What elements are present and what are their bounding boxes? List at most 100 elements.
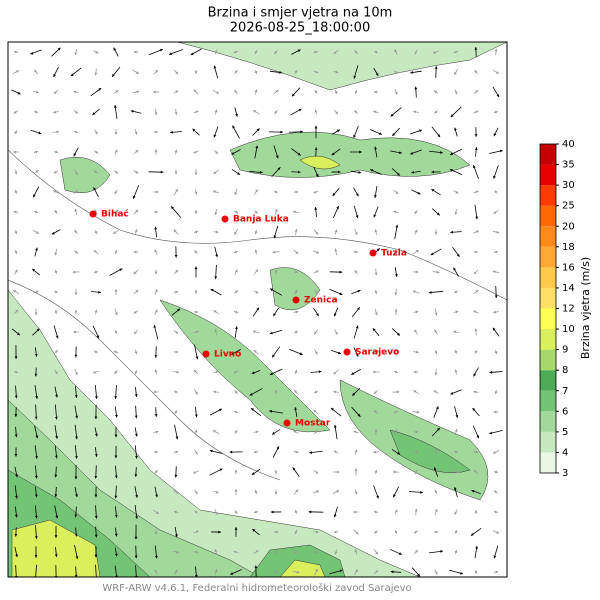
- wind-arrow-head: [433, 390, 437, 394]
- wind-arrow-head: [215, 370, 219, 374]
- wind-arrow-head: [213, 390, 216, 394]
- wind-arrow-head: [374, 272, 378, 276]
- wind-arrow-head: [14, 370, 18, 374]
- wind-arrow-head: [254, 70, 258, 74]
- wind-arrow-head: [431, 189, 435, 192]
- wind-arrow-head: [434, 329, 438, 333]
- wind-arrow-head: [337, 170, 341, 174]
- wind-arrow-head: [173, 489, 177, 493]
- wind-arrow-head: [353, 75, 357, 79]
- wind-arrow-head: [15, 309, 19, 313]
- wind-arrow-head: [254, 510, 258, 514]
- wind-arrow-head: [154, 355, 158, 358]
- wind-arrow-head: [136, 90, 140, 94]
- wind-arrow-head: [35, 455, 38, 459]
- wind-arrow-head: [270, 510, 274, 514]
- wind-arrow-head: [315, 568, 318, 572]
- wind-arrow-head: [175, 270, 179, 273]
- wind-arrow-head: [355, 325, 359, 329]
- wind-arrow-head: [134, 433, 138, 437]
- wind-arrow-head: [219, 468, 223, 472]
- map-area: [8, 42, 507, 577]
- wind-arrow-head: [113, 105, 117, 108]
- wind-arrow-head: [75, 415, 79, 419]
- wind-arrow-head: [133, 271, 137, 275]
- wind-arrow-head: [455, 310, 459, 314]
- wind-arrow-head: [294, 330, 298, 334]
- wind-arrow-head: [269, 331, 273, 335]
- wind-arrow-head: [254, 489, 258, 493]
- wind-arrow-head: [274, 570, 278, 574]
- wind-arrow-head: [114, 396, 118, 399]
- wind-arrow-head: [34, 373, 38, 377]
- wind-arrow-head: [35, 150, 38, 154]
- wind-arrow-head: [356, 307, 360, 311]
- wind-arrow-head: [315, 173, 319, 177]
- wind-arrow-head: [192, 128, 196, 132]
- wind-arrow-head: [14, 434, 18, 438]
- wind-arrow-head: [234, 192, 238, 196]
- wind-arrow-head: [215, 230, 219, 234]
- wind-arrow-head: [417, 191, 421, 195]
- wind-arrow-head: [453, 487, 457, 490]
- wind-arrow-head: [271, 431, 275, 435]
- colorbar-segment: [540, 452, 556, 473]
- wind-arrow-head: [96, 335, 100, 339]
- wind-arrow-head: [316, 250, 320, 254]
- colorbar-tick-label: 40: [562, 139, 575, 150]
- wind-arrow-head: [355, 353, 359, 357]
- wind-arrow-head: [435, 530, 439, 534]
- wind-arrow-head: [313, 409, 317, 413]
- wind-arrow-head: [318, 370, 322, 374]
- wind-arrow-head: [415, 430, 419, 434]
- wind-arrow-head: [494, 48, 498, 52]
- wind-arrow-head: [114, 455, 118, 459]
- wind-arrow-head: [334, 248, 338, 252]
- wind-arrow-head: [94, 515, 98, 519]
- wind-arrow-head: [214, 350, 218, 354]
- wind-arrow-head: [393, 494, 396, 498]
- colorbar-tick-label: 7: [562, 386, 568, 397]
- wind-arrow-head: [114, 371, 118, 375]
- wind-arrow-head: [413, 390, 417, 393]
- wind-arrow-head: [396, 451, 400, 455]
- wind-arrow-head: [154, 112, 158, 116]
- wind-arrow-head: [174, 390, 178, 394]
- wind-arrow-head: [449, 169, 453, 172]
- wind-arrow-head: [308, 510, 312, 514]
- wind-arrow-head: [454, 428, 458, 432]
- wind-arrow-head: [133, 310, 137, 314]
- wind-arrow-head: [175, 90, 179, 94]
- wind-arrow-head: [314, 390, 318, 394]
- wind-arrow-head: [73, 153, 77, 157]
- wind-arrow-head: [254, 89, 258, 93]
- wind-arrow-head: [295, 450, 299, 454]
- wind-arrow-head: [214, 51, 218, 55]
- wind-arrow-head: [333, 424, 337, 428]
- wind-arrow-head: [414, 229, 418, 233]
- wind-arrow-head: [474, 47, 478, 50]
- wind-arrow-head: [394, 428, 398, 432]
- wind-arrow-head: [214, 569, 218, 573]
- wind-arrow-head: [174, 474, 178, 478]
- wind-arrow-head: [373, 110, 377, 114]
- wind-arrow-head: [414, 51, 418, 55]
- wind-arrow-head: [233, 550, 237, 554]
- wind-arrow-head: [53, 110, 57, 114]
- wind-arrow-head: [14, 231, 18, 235]
- wind-arrow-head: [394, 91, 398, 95]
- map-frame: [7, 41, 508, 578]
- wind-arrow-head: [73, 90, 77, 94]
- colorbar-tick-label: 12: [562, 304, 575, 315]
- wind-arrow-head: [176, 370, 180, 374]
- wind-arrow-head: [336, 490, 340, 493]
- wind-arrow-head: [473, 250, 477, 254]
- wind-arrow-head: [314, 125, 318, 129]
- city-marker: [292, 296, 300, 304]
- wind-arrow-head: [14, 533, 18, 537]
- wind-arrow-head: [34, 494, 38, 498]
- wind-arrow-head: [293, 430, 297, 434]
- wind-arrow-head: [413, 370, 417, 374]
- wind-arrow-head: [34, 555, 38, 558]
- wind-arrow-head: [94, 475, 98, 479]
